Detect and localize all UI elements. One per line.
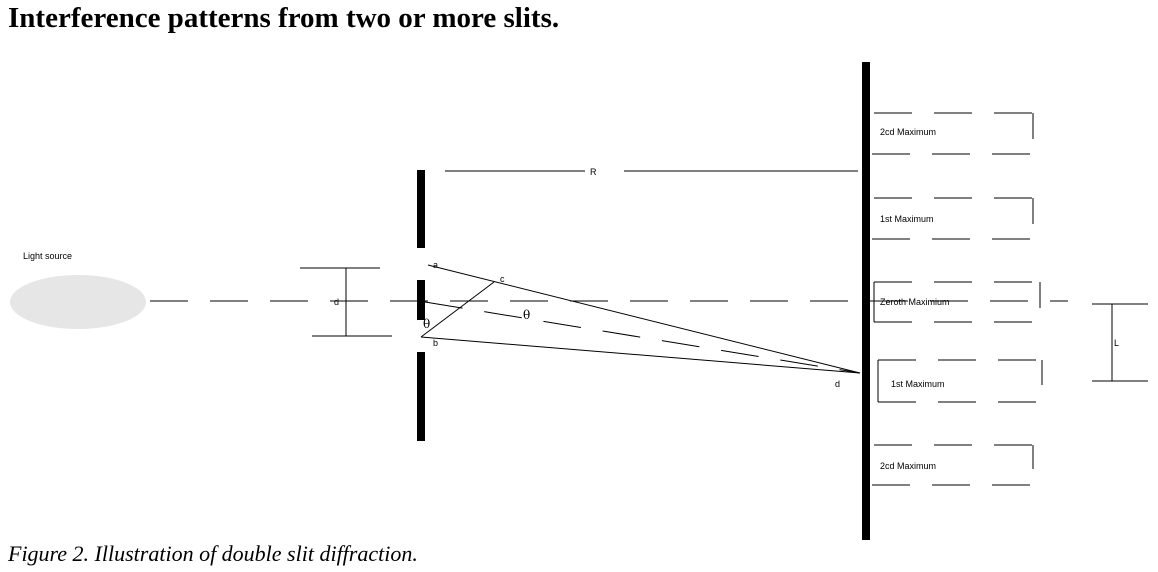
point-a-label: a xyxy=(433,260,438,270)
maximum-box-1: 2cd Maximum xyxy=(872,112,1034,155)
fringe-spacing-label: L xyxy=(1114,338,1119,348)
maximum-label-4: 1st Maximum xyxy=(891,379,945,389)
maximum-box-3: Zeroth Maximium xyxy=(873,281,1041,323)
figure-caption: Figure 2. Illustration of double slit di… xyxy=(8,541,418,566)
point-c-label: c xyxy=(500,274,505,284)
slit-separation-label: d xyxy=(334,297,339,307)
maximum-box-5: 2cd Maximum xyxy=(872,444,1034,486)
path-difference-line xyxy=(420,281,495,338)
ray-from-b xyxy=(420,336,861,374)
center-ray xyxy=(424,301,861,374)
ray-from-a xyxy=(427,264,861,374)
point-d-label: d xyxy=(835,379,840,389)
distance-label: R xyxy=(590,167,597,177)
page-title: Interference patterns from two or more s… xyxy=(8,2,560,34)
maximum-box-4: 1st Maximum xyxy=(877,359,1043,403)
point-b-label: b xyxy=(433,338,438,348)
maximum-box-2: 1st Maximum xyxy=(872,197,1034,240)
light-source-label: Light source xyxy=(23,251,72,261)
maximum-label-1: 2cd Maximum xyxy=(880,127,936,137)
barrier-middle xyxy=(417,280,425,320)
maximum-label-3: Zeroth Maximium xyxy=(880,297,950,307)
barrier-top xyxy=(417,170,425,248)
theta-label-ray: θ xyxy=(523,308,530,322)
maximum-label-5: 2cd Maximum xyxy=(880,461,936,471)
barrier-bottom xyxy=(417,352,425,441)
maximum-label-2: 1st Maximum xyxy=(880,214,934,224)
light-source-ellipse xyxy=(10,275,146,329)
screen xyxy=(862,62,870,540)
theta-label-slit: θ xyxy=(423,317,430,331)
